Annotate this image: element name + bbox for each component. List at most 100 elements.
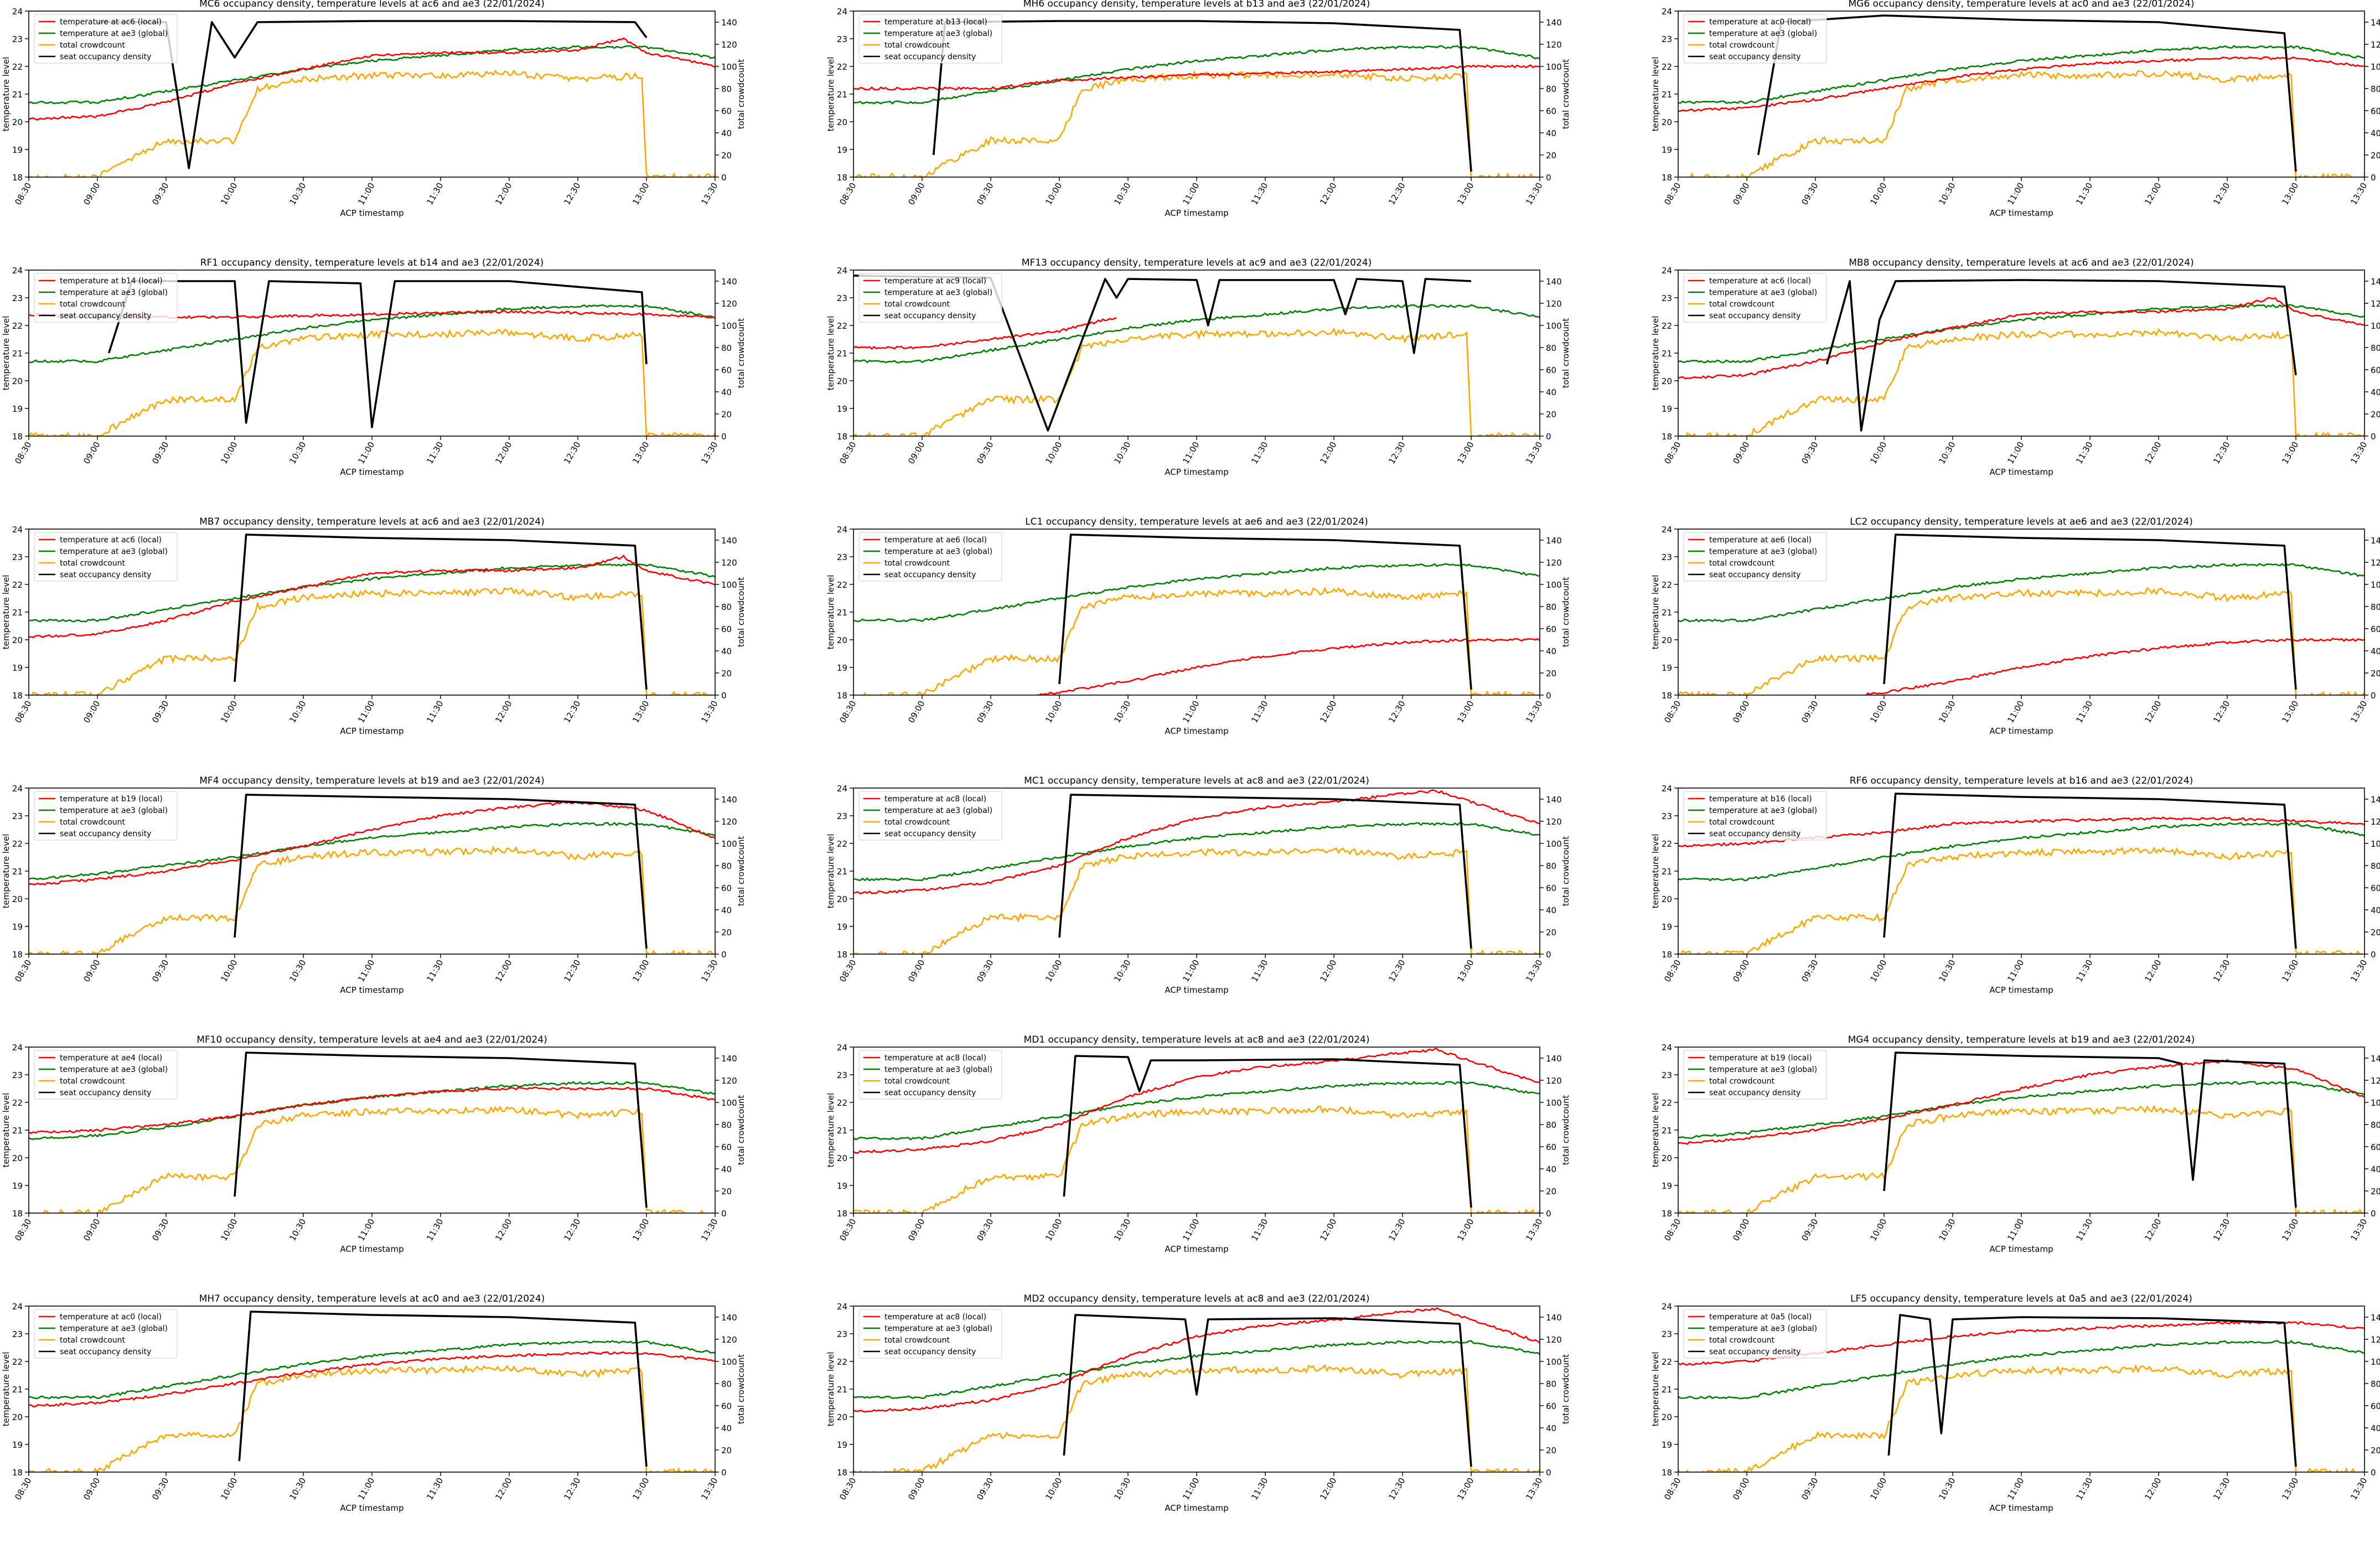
chart-svg: LC1 occupancy density, temperature level… <box>826 516 1571 736</box>
legend-entry: total crowdcount <box>60 559 126 568</box>
y-right-tick-label: 120 <box>1546 1076 1562 1086</box>
y-right-tick-label: 40 <box>721 1423 732 1433</box>
y-left-tick-label: 19 <box>1662 404 1672 414</box>
chart-title: LC2 occupancy density, temperature level… <box>1850 516 2193 527</box>
legend-entry: temperature at ac6 (local) <box>1709 277 1811 286</box>
legend-entry: temperature at ae3 (global) <box>60 1324 168 1333</box>
chart-svg: MC6 occupancy density, temperature level… <box>1 0 746 218</box>
series-total-crowdcount <box>29 1364 715 1472</box>
y-right-tick-label: 120 <box>1546 40 1562 50</box>
legend-entry: temperature at ac8 (local) <box>884 1054 986 1063</box>
x-tick-label: 10:30 <box>1112 699 1132 724</box>
y-left-tick-label: 19 <box>1662 663 1672 673</box>
y-left-tick-label: 22 <box>12 62 23 72</box>
x-tick-label: 13:00 <box>2280 1476 2300 1501</box>
x-tick-label: 11:00 <box>1181 181 1201 206</box>
y-left-tick-label: 18 <box>12 691 23 701</box>
legend-entry: temperature at ae3 (global) <box>884 1324 992 1333</box>
x-tick-label: 09:00 <box>81 181 102 206</box>
legend-entry: seat occupancy density <box>60 571 151 579</box>
y-right-tick-label: 100 <box>2371 580 2380 590</box>
series-local-temperature <box>853 64 1540 91</box>
legend: temperature at ac0 (local) temperature at… <box>34 1309 178 1359</box>
series-local-temperature <box>853 1048 1540 1154</box>
x-tick-label: 10:30 <box>1937 958 1957 983</box>
x-tick-label: 12:30 <box>562 1217 582 1242</box>
y-right-tick-label: 40 <box>2371 646 2380 656</box>
x-tick-label: 08:30 <box>13 440 33 465</box>
y-left-tick-label: 18 <box>12 173 23 183</box>
y-left-tick-label: 18 <box>837 950 847 960</box>
x-tick-label: 10:00 <box>1868 1476 1889 1501</box>
y-right-tick-label: 40 <box>721 646 732 656</box>
y-right-tick-label: 140 <box>721 1313 737 1323</box>
y-right-tick-label: 0 <box>721 173 727 183</box>
y-right-tick-label: 0 <box>1546 950 1551 960</box>
x-tick-label: 09:00 <box>1731 699 1751 724</box>
legend-entry: temperature at ae3 (global) <box>884 29 992 38</box>
y-left-tick-label: 18 <box>837 1468 847 1478</box>
y-right-tick-label: 40 <box>2371 1423 2380 1433</box>
x-tick-label: 10:00 <box>219 1476 239 1501</box>
legend-entry: seat occupancy density <box>1709 1348 1800 1356</box>
series-local-temperature <box>853 789 1540 895</box>
y-left-tick-label: 24 <box>837 525 847 535</box>
series-local-temperature <box>1678 1059 2365 1145</box>
y-left-tick-label: 18 <box>12 1468 23 1478</box>
x-tick-label: 09:00 <box>81 699 102 724</box>
y-left-tick-label: 20 <box>1662 1412 1672 1422</box>
y-right-tick-label: 80 <box>2371 1120 2380 1130</box>
y-left-tick-label: 20 <box>12 1153 23 1163</box>
y-left-tick-label: 20 <box>837 376 847 386</box>
x-tick-label: 12:00 <box>493 181 514 206</box>
y-left-tick-label: 19 <box>837 145 847 155</box>
chart-svg: MF10 occupancy density, temperature leve… <box>1 1034 746 1254</box>
legend-entry: temperature at ac8 (local) <box>884 795 986 804</box>
y-right-tick-label: 140 <box>1546 1054 1562 1064</box>
legend-entry: total crowdcount <box>1709 818 1775 827</box>
y-left-tick-label: 24 <box>1662 7 1672 17</box>
y-left-tick-label: 18 <box>1662 1209 1672 1219</box>
x-tick-label: 13:30 <box>699 181 720 206</box>
y-left-tick-label: 23 <box>1662 552 1672 562</box>
legend: temperature at ae4 (local) temperature at… <box>34 1050 178 1100</box>
legend-entry: seat occupancy density <box>884 53 976 61</box>
y-left-tick-label: 18 <box>1662 173 1672 183</box>
x-tick-label: 12:30 <box>2211 181 2232 206</box>
chart-title: MB7 occupancy density, temperature level… <box>199 516 545 527</box>
series-global-temperature <box>853 822 1540 882</box>
y-left-tick-label: 23 <box>1662 1329 1672 1339</box>
y-left-tick-label: 24 <box>837 7 847 17</box>
x-tick-label: 10:00 <box>1868 958 1889 983</box>
y-left-tick-label: 20 <box>1662 635 1672 645</box>
x-tick-label: 09:30 <box>150 181 170 206</box>
y-right-axis-label: total crowdcount <box>1561 1354 1571 1424</box>
x-tick-label: 13:30 <box>2348 1476 2369 1501</box>
x-tick-label: 12:30 <box>562 181 582 206</box>
x-tick-label: 12:00 <box>1318 440 1338 465</box>
x-tick-label: 10:00 <box>1043 1476 1064 1501</box>
y-left-tick-label: 24 <box>12 7 23 17</box>
x-tick-label: 12:00 <box>493 1217 514 1242</box>
y-right-tick-label: 0 <box>721 950 727 960</box>
x-tick-label: 10:30 <box>1112 1476 1132 1501</box>
y-right-tick-label: 140 <box>1546 795 1562 805</box>
legend-entry: seat occupancy density <box>884 830 976 838</box>
x-tick-label: 09:30 <box>1799 1217 1820 1242</box>
y-right-tick-label: 140 <box>721 1054 737 1064</box>
legend-entry: seat occupancy density <box>60 1089 151 1097</box>
legend-entry: seat occupancy density <box>60 53 151 61</box>
x-tick-label: 10:00 <box>1868 699 1889 724</box>
y-left-axis-label: temperature level <box>1 575 11 650</box>
y-left-tick-label: 22 <box>837 1357 847 1367</box>
y-right-tick-label: 80 <box>1546 602 1556 612</box>
x-axis-label: ACP timestamp <box>1989 208 2053 218</box>
y-left-tick-label: 21 <box>1662 349 1672 359</box>
x-tick-label: 09:00 <box>81 440 102 465</box>
legend: temperature at ac8 (local) temperature at… <box>858 791 1002 841</box>
x-tick-label: 08:30 <box>1662 181 1683 206</box>
x-tick-label: 09:00 <box>1731 181 1751 206</box>
y-right-tick-label: 20 <box>721 669 732 678</box>
series-seat-occupancy-density <box>238 1310 648 1467</box>
legend-entry: seat occupancy density <box>1709 571 1800 579</box>
